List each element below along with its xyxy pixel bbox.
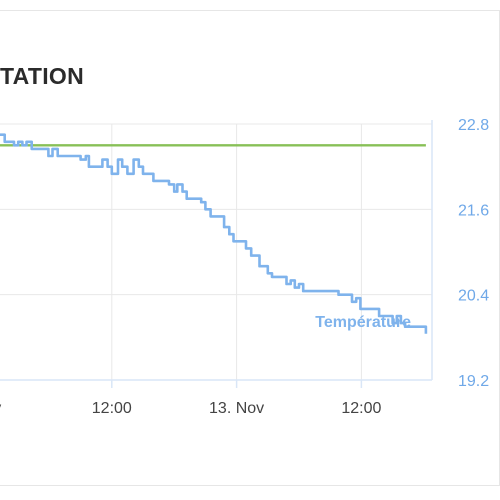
x-tick-label: Nov <box>0 400 1 417</box>
x-tick-label: 12:00 <box>92 400 132 417</box>
y-tick-label: 20.4 <box>458 288 489 305</box>
grid-lines <box>0 123 432 388</box>
y-axis-ticks: 22.8 21.6 20.4 19.2 <box>458 117 489 390</box>
y-tick-label: 19.2 <box>458 373 489 390</box>
x-tick-label: 13. Nov <box>209 400 264 417</box>
series-label-temperature: Température <box>315 314 411 331</box>
series-line-temperature <box>0 133 428 334</box>
x-axis-ticks: Nov 12:00 13. Nov 12:00 <box>0 400 382 417</box>
x-tick-label: 12:00 <box>341 400 381 417</box>
card-title: TATION <box>0 63 84 89</box>
y-tick-label: 21.6 <box>458 202 489 219</box>
y-tick-label: 22.8 <box>458 117 489 134</box>
series-layer <box>0 133 428 334</box>
